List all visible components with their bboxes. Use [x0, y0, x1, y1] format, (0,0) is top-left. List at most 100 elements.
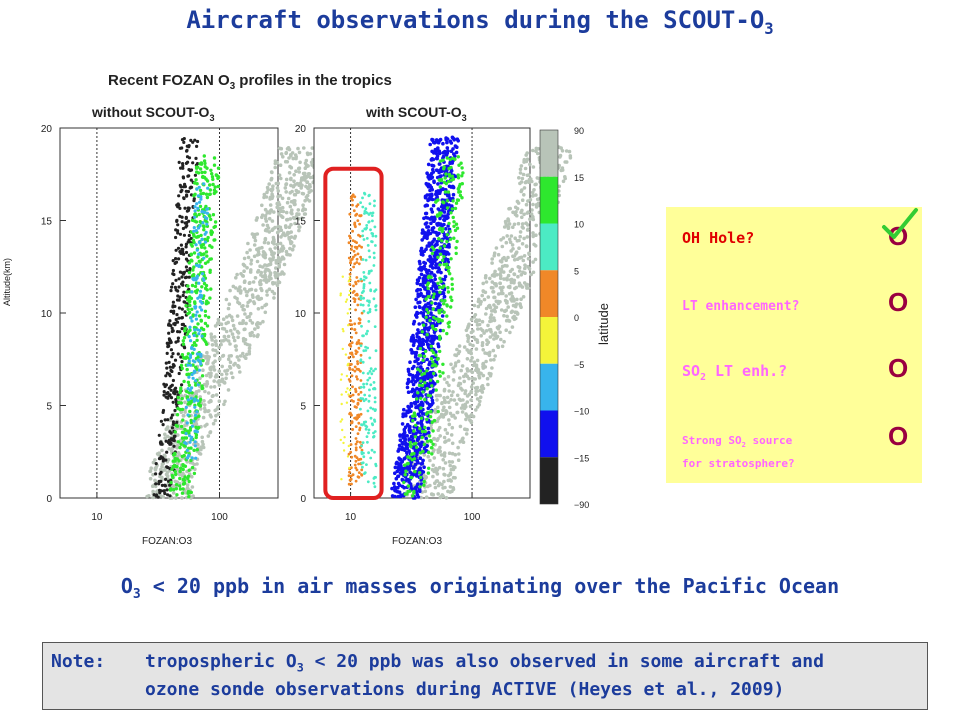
data-point — [173, 459, 177, 463]
data-point — [441, 158, 445, 162]
data-point — [357, 421, 361, 425]
data-point — [436, 356, 440, 361]
data-point — [212, 156, 217, 160]
data-point — [491, 348, 496, 353]
data-point — [530, 208, 534, 212]
data-point — [280, 255, 285, 259]
data-point — [350, 413, 353, 417]
data-point — [180, 307, 184, 311]
data-point — [298, 181, 303, 185]
data-point — [239, 272, 243, 276]
data-point — [436, 305, 440, 309]
data-point — [438, 159, 443, 163]
data-point — [169, 480, 173, 485]
data-point — [348, 212, 352, 216]
data-point — [169, 309, 173, 313]
data-point — [195, 182, 199, 186]
data-point — [209, 168, 213, 172]
data-point — [190, 307, 194, 311]
data-point — [206, 301, 210, 305]
data-point — [200, 308, 204, 312]
data-point — [511, 210, 515, 215]
data-point — [460, 437, 465, 442]
data-point — [426, 471, 431, 475]
data-point — [151, 460, 156, 465]
data-point — [172, 390, 176, 394]
data-point — [351, 385, 354, 389]
data-point — [480, 293, 485, 298]
checklist-item-oh-hole: OH Hole? — [682, 229, 755, 247]
data-point — [210, 343, 215, 347]
data-point — [529, 272, 533, 277]
data-point — [557, 193, 561, 198]
data-point — [493, 305, 498, 310]
data-point — [500, 288, 504, 293]
data-point — [169, 416, 173, 420]
data-point — [472, 303, 477, 308]
data-point — [185, 269, 189, 273]
data-point — [193, 284, 198, 289]
data-point — [368, 394, 371, 398]
data-point — [252, 334, 256, 338]
data-point — [441, 408, 445, 413]
data-point — [153, 478, 157, 483]
data-point — [362, 278, 366, 282]
data-point — [180, 496, 184, 500]
data-point — [213, 418, 218, 423]
data-point — [193, 413, 198, 417]
data-point — [154, 462, 158, 466]
data-point — [212, 379, 216, 383]
data-point — [251, 280, 256, 284]
data-point — [524, 283, 528, 288]
data-point — [490, 280, 495, 284]
data-point — [208, 374, 212, 379]
data-point — [480, 341, 485, 345]
data-point — [351, 193, 355, 197]
data-point — [255, 259, 260, 264]
data-point — [499, 308, 504, 312]
data-point — [419, 342, 423, 347]
data-point — [450, 287, 455, 291]
data-point — [459, 386, 463, 391]
data-point — [157, 451, 161, 456]
data-point — [410, 475, 414, 480]
data-point — [390, 486, 394, 491]
data-point — [188, 325, 192, 329]
data-point — [208, 413, 213, 417]
data-point — [429, 344, 433, 348]
data-point — [187, 454, 191, 458]
data-point — [425, 369, 429, 373]
data-point — [292, 244, 296, 248]
data-point — [405, 434, 410, 438]
data-point — [158, 472, 162, 476]
data-point — [366, 329, 369, 333]
data-point — [163, 418, 167, 422]
data-point — [425, 203, 430, 208]
data-point — [280, 196, 285, 201]
data-point — [184, 250, 189, 255]
data-point — [443, 274, 448, 279]
data-point — [214, 393, 219, 397]
data-point — [348, 272, 352, 276]
data-point — [529, 212, 534, 216]
data-point — [360, 311, 364, 315]
data-point — [178, 407, 182, 412]
data-point — [225, 315, 229, 319]
data-point — [523, 263, 527, 268]
data-point — [367, 431, 370, 435]
data-point — [424, 436, 429, 441]
data-point — [362, 238, 366, 241]
data-point — [422, 327, 427, 332]
data-point — [424, 297, 428, 301]
data-point — [492, 295, 496, 300]
data-point — [515, 213, 519, 218]
data-point — [174, 483, 179, 487]
data-point — [403, 438, 407, 443]
data-point — [445, 262, 449, 266]
data-point — [413, 435, 418, 439]
data-point — [435, 214, 440, 218]
data-point — [406, 489, 410, 494]
data-point — [349, 261, 352, 265]
data-point — [202, 228, 206, 232]
data-point — [189, 258, 193, 262]
